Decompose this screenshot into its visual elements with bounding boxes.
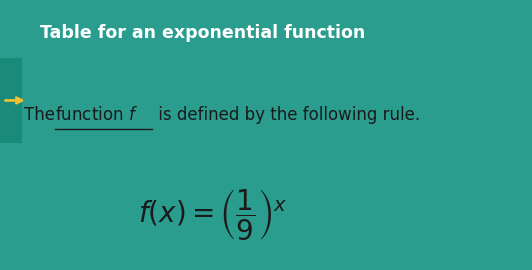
- Text: is defined by the following rule.: is defined by the following rule.: [153, 106, 420, 124]
- Text: The: The: [24, 106, 60, 124]
- Bar: [0, 58, 22, 143]
- Text: $f(x) = \left(\dfrac{1}{9}\right)^{x}$: $f(x) = \left(\dfrac{1}{9}\right)^{x}$: [138, 187, 288, 242]
- Text: function $f$: function $f$: [55, 106, 138, 124]
- Text: Table for an exponential function: Table for an exponential function: [40, 23, 365, 42]
